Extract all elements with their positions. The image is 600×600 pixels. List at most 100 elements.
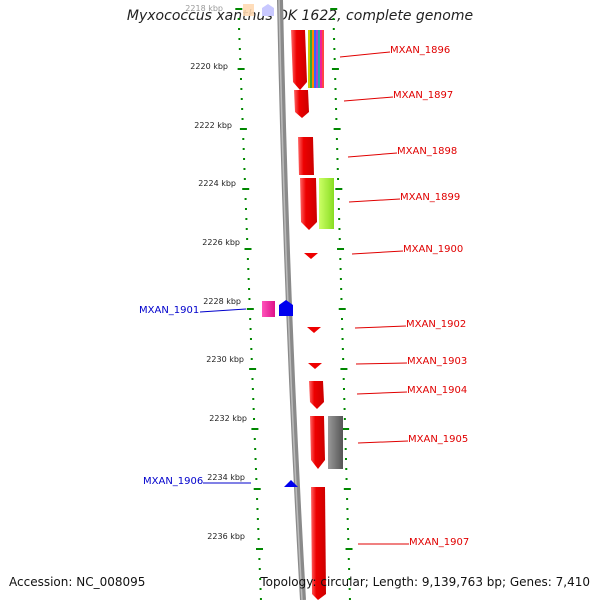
scale-dot: [249, 328, 252, 330]
gene-feature-mxan-1897: [294, 90, 309, 118]
scale-dot: [239, 128, 247, 130]
scale-dot: [344, 438, 347, 440]
gene-label-mxan-1898[interactable]: MXAN_1898: [397, 146, 458, 157]
gene-feature-mxan-1899-lime: [319, 178, 334, 229]
scale-dot: [235, 8, 243, 10]
scale-dot: [341, 318, 344, 320]
gene-label-mxan-1899[interactable]: MXAN_1899: [400, 192, 461, 203]
scale-dot: [345, 468, 348, 470]
gene-label-mxan-1904[interactable]: MXAN_1904: [407, 385, 468, 396]
scale-dot: [241, 118, 244, 120]
scale-dot: [245, 228, 248, 230]
scale-dot: [254, 458, 257, 460]
scale-dot: [253, 488, 261, 490]
tick-label-2220: 2220 kbp: [190, 62, 228, 71]
scale-dot: [334, 88, 337, 90]
scale-dot: [340, 298, 343, 300]
scale-dot: [240, 88, 243, 90]
scale-dot: [246, 258, 249, 260]
scale-dot: [238, 48, 241, 50]
accession-text: Accession: NC_008095: [9, 575, 146, 589]
scale-dot: [238, 28, 241, 30]
scale-dot: [334, 78, 337, 80]
scale-dot: [335, 188, 343, 190]
gene-label-mxan-1906[interactable]: MXAN_1906: [143, 476, 204, 487]
scale-dot: [255, 478, 258, 480]
tick-label-2226: 2226 kbp: [202, 238, 240, 247]
scale-dot: [344, 448, 347, 450]
scale-dot: [346, 518, 349, 520]
scale-dot: [346, 508, 349, 510]
scale-dot: [343, 418, 346, 420]
gene-feature-mxan-1899-red: [300, 178, 317, 230]
gene-label-mxan-1900[interactable]: MXAN_1900: [403, 244, 464, 255]
tick-label-2236: 2236 kbp: [207, 532, 245, 541]
scale-dot: [339, 268, 342, 270]
scale-dot: [259, 588, 262, 590]
scale-dot: [251, 378, 254, 380]
gene-feature-mxan-1906: [284, 480, 298, 487]
scale-dot: [242, 148, 245, 150]
scale-dot: [242, 188, 250, 190]
scale-dot: [238, 38, 241, 40]
scale-dot: [259, 598, 262, 600]
scale-dot: [252, 398, 255, 400]
gene-label-mxan-1907[interactable]: MXAN_1907: [409, 537, 470, 548]
scale-dot: [249, 338, 252, 340]
scale-dot: [251, 428, 259, 430]
gene-feature-mxan-1901-pink: [262, 301, 275, 317]
scale-dot: [251, 388, 254, 390]
tick-label-2230: 2230 kbp: [206, 355, 244, 364]
tick-label-2224: 2224 kbp: [198, 179, 236, 188]
leader-lines-left: [199, 308, 251, 484]
gene-feature-mxan-1896: [291, 30, 307, 90]
scale-dot: [244, 198, 247, 200]
scale-dot: [249, 318, 252, 320]
gene-label-mxan-1901[interactable]: MXAN_1901: [139, 305, 200, 316]
scale-dot: [333, 48, 336, 50]
scale-dot: [259, 578, 262, 580]
scale-dot: [335, 108, 338, 110]
scale-dot: [336, 148, 339, 150]
scale-dot: [254, 468, 257, 470]
scale-dot: [334, 98, 337, 100]
gene-feature-mxan-1905-gray: [328, 416, 343, 469]
scale-dot: [342, 358, 345, 360]
gene-feature-mxan-1903: [308, 363, 322, 369]
scale-dot: [341, 328, 344, 330]
scale-dot: [341, 338, 344, 340]
genome-backbone: [277, 0, 306, 600]
scale-dot: [249, 368, 257, 370]
genome-summary-text: Topology: circular; Length: 9,139,763 bp…: [260, 575, 590, 589]
scale-dot: [343, 398, 346, 400]
scale-dot: [248, 298, 251, 300]
scale-dot: [348, 588, 351, 590]
scale-dot: [340, 288, 343, 290]
gene-label-mxan-1902[interactable]: MXAN_1902: [406, 319, 467, 330]
scale-dot: [346, 528, 349, 530]
scale-dot: [345, 478, 348, 480]
gene-feature-mxan-1907: [311, 487, 326, 600]
scale-dot: [256, 518, 259, 520]
scale-dot: [348, 568, 351, 570]
scale-dot: [337, 248, 345, 250]
scale-dot: [243, 168, 246, 170]
gene-label-mxan-1903[interactable]: MXAN_1903: [407, 356, 468, 367]
scale-dot: [342, 428, 350, 430]
scale-dot: [258, 558, 261, 560]
scale-dot: [347, 538, 350, 540]
scale-dot: [337, 198, 340, 200]
scale-dot: [240, 98, 243, 100]
scale-dot: [330, 8, 338, 10]
scale-dot: [338, 228, 341, 230]
scale-dot: [348, 578, 351, 580]
gene-label-mxan-1896[interactable]: MXAN_1896: [390, 45, 451, 56]
scale-dot: [344, 458, 347, 460]
scale-dot: [239, 78, 242, 80]
gene-label-mxan-1897[interactable]: MXAN_1897: [393, 90, 454, 101]
scale-dot: [346, 498, 349, 500]
gene-label-mxan-1905[interactable]: MXAN_1905: [408, 434, 469, 445]
scale-dot: [336, 158, 339, 160]
